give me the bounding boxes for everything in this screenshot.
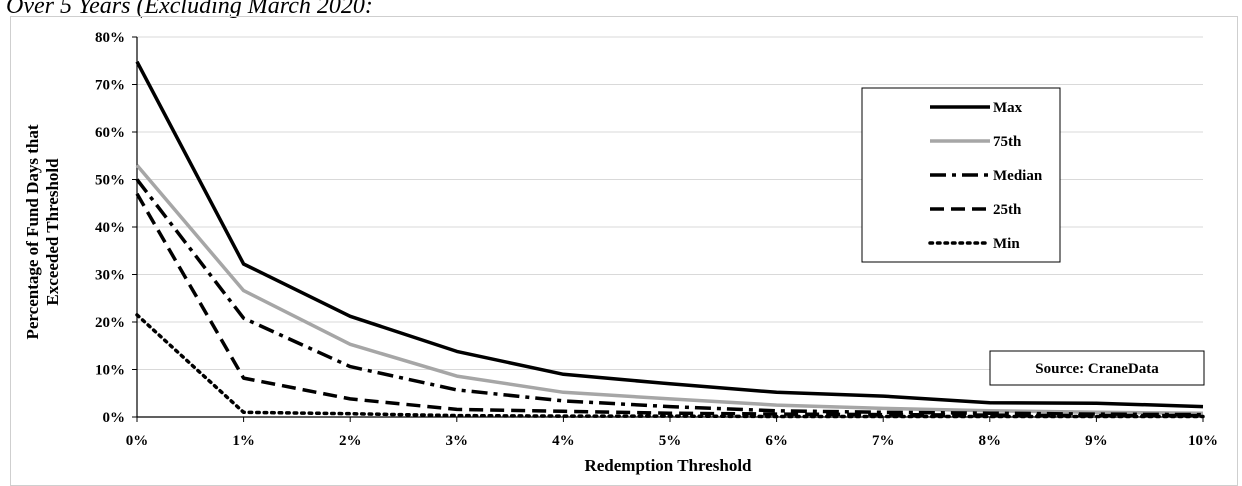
legend-label-median: Median [993, 168, 1043, 184]
x-axis-title: Redemption Threshold [584, 456, 752, 475]
series-line-min [135, 313, 1205, 419]
y-tick-labels: 0% 10% 20% 30% 40% 50% 60% 70% 80% [95, 30, 125, 426]
y-tick-label: 40% [95, 220, 125, 236]
source-label: Source: CraneData [1035, 361, 1159, 377]
legend: Max 75th Median 25th Min [861, 87, 1061, 263]
y-tick-label: 0% [103, 410, 126, 426]
x-tick-label: 4% [552, 433, 575, 449]
source-box-frame [989, 350, 1205, 386]
legend-label-max: Max [993, 100, 1023, 116]
series-line-75th [135, 164, 1204, 415]
legend-label-75th: 75th [993, 134, 1022, 150]
x-tick-label: 5% [659, 433, 682, 449]
y-axis-title-line-2: Exceeded Threshold [43, 158, 62, 306]
y-tick-label: 10% [95, 363, 125, 379]
legend-box [861, 87, 1061, 263]
x-tick-label: 7% [872, 433, 895, 449]
x-tick-label: 3% [446, 433, 469, 449]
y-tick-label: 60% [95, 125, 125, 141]
y-tick-label: 70% [95, 78, 125, 94]
y-tick-label: 20% [95, 315, 125, 331]
x-tick-label: 10% [1188, 433, 1218, 449]
y-axis-title-line-1: Percentage of Fund Days that [23, 124, 42, 339]
x-tick-label: 9% [1085, 433, 1108, 449]
chart-caption: Over 5 Years (Excluding March 2020: [6, 0, 373, 19]
x-tick-label: 0% [126, 433, 149, 449]
gridlines [137, 36, 1203, 370]
legend-label-min: Min [993, 236, 1020, 252]
y-tick-label: 30% [95, 268, 125, 284]
y-axis-title: Percentage of Fund Days that Exceeded Th… [23, 124, 62, 339]
series-lines [135, 60, 1205, 419]
series-line-median [135, 178, 1204, 417]
x-tick-label: 6% [765, 433, 788, 449]
source-box: Source: CraneData [989, 350, 1205, 386]
y-tick-label: 80% [95, 30, 125, 46]
y-tick-label: 50% [95, 173, 125, 189]
x-tick-labels: 0% 1% 2% 3% 4% 5% 6% 7% 8% 9% 10% [126, 433, 1218, 449]
x-tick-label: 2% [339, 433, 362, 449]
series-line-max [135, 60, 1204, 409]
legend-label-25th: 25th [993, 202, 1022, 218]
x-tick-label: 8% [979, 433, 1002, 449]
x-tick-label: 1% [232, 433, 255, 449]
